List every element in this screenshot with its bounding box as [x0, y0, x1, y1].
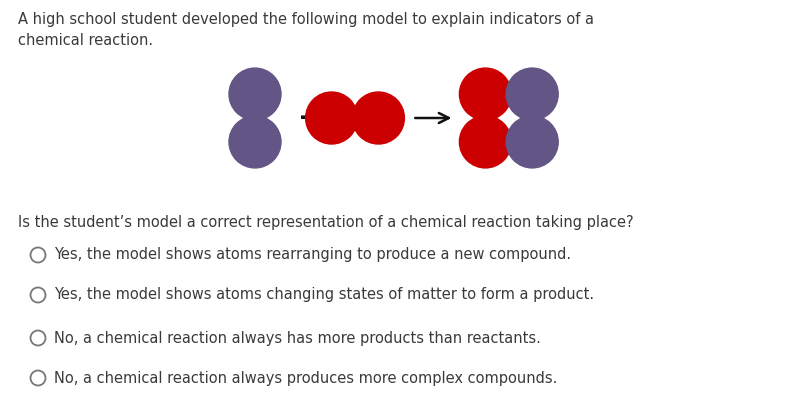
Text: Is the student’s model a correct representation of a chemical reaction taking pl: Is the student’s model a correct represe…: [18, 215, 634, 230]
Ellipse shape: [229, 116, 281, 168]
Ellipse shape: [459, 116, 511, 168]
Ellipse shape: [229, 68, 281, 120]
Ellipse shape: [306, 92, 358, 144]
Text: No, a chemical reaction always has more products than reactants.: No, a chemical reaction always has more …: [54, 330, 541, 345]
Text: Yes, the model shows atoms rearranging to produce a new compound.: Yes, the model shows atoms rearranging t…: [54, 247, 571, 262]
Ellipse shape: [506, 116, 558, 168]
Text: Yes, the model shows atoms changing states of matter to form a product.: Yes, the model shows atoms changing stat…: [54, 288, 594, 303]
Text: No, a chemical reaction always produces more complex compounds.: No, a chemical reaction always produces …: [54, 371, 558, 386]
Text: A high school student developed the following model to explain indicators of a
c: A high school student developed the foll…: [18, 12, 594, 48]
Ellipse shape: [506, 68, 558, 120]
Ellipse shape: [352, 92, 405, 144]
Text: +: +: [298, 104, 322, 132]
Ellipse shape: [459, 68, 511, 120]
